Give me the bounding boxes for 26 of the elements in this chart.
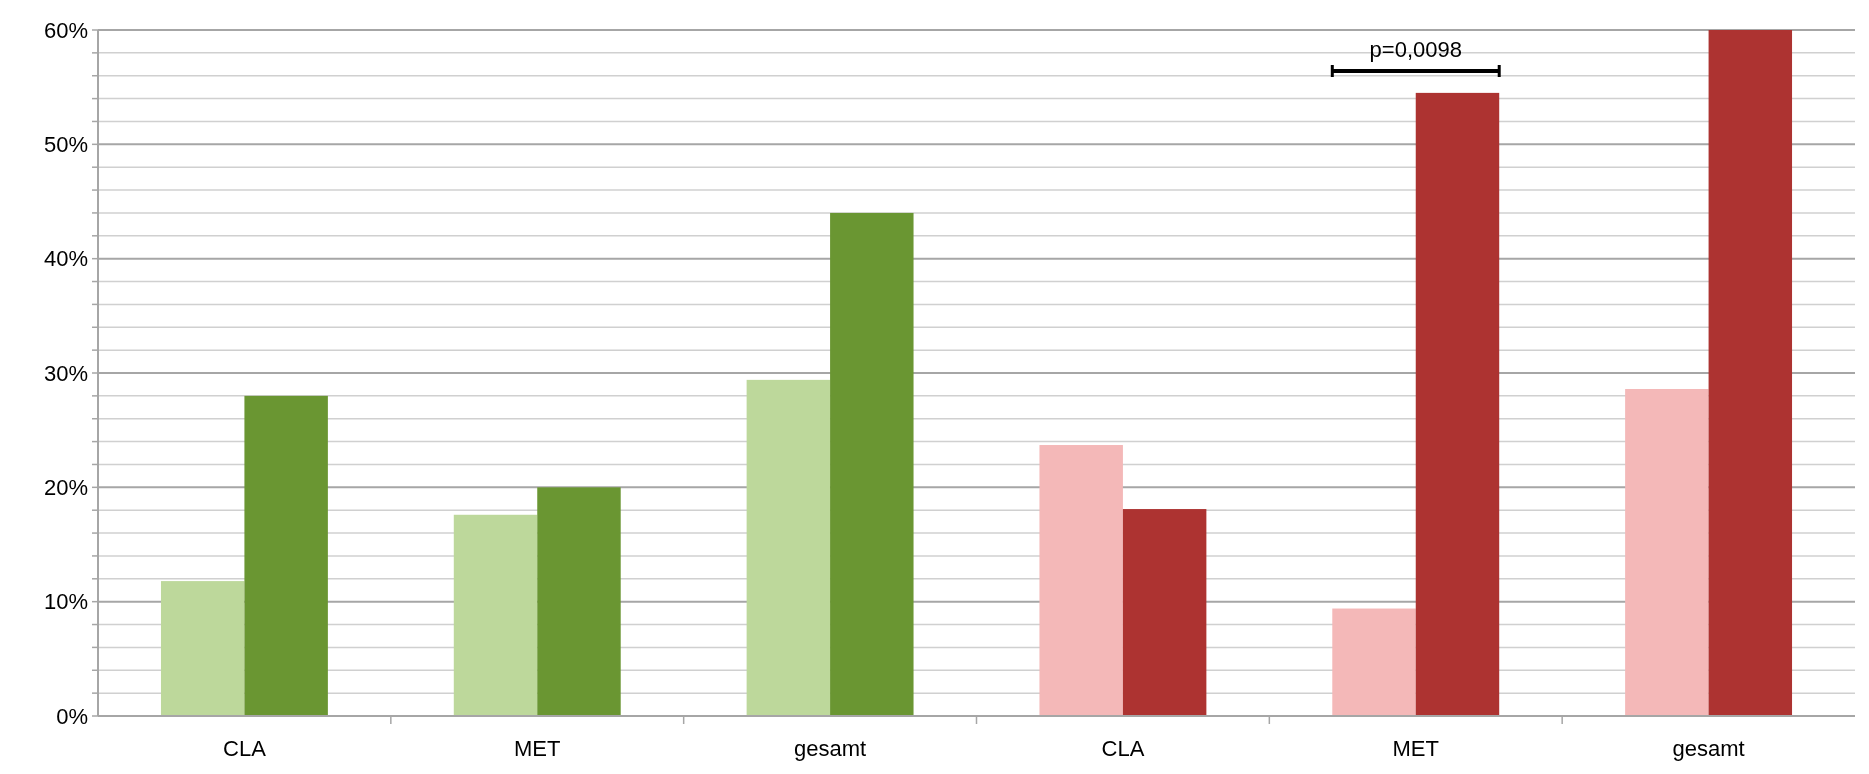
bar xyxy=(830,212,914,716)
x-tick-label: gesamt xyxy=(1672,736,1745,761)
x-tick-label: MET xyxy=(514,736,561,761)
bar xyxy=(453,514,538,716)
x-tick-label: CLA xyxy=(1101,736,1145,761)
y-tick-label: 0% xyxy=(56,703,88,729)
bar xyxy=(1625,389,1709,716)
bar xyxy=(537,487,621,716)
y-tick-label: 60% xyxy=(43,17,88,43)
bar xyxy=(1415,92,1500,716)
annotation: p=0,0098 xyxy=(1369,37,1462,62)
y-tick-label: 10% xyxy=(43,589,88,615)
x-tick-label: CLA xyxy=(223,736,267,761)
y-tick-label: 20% xyxy=(43,475,88,501)
x-tick-label: MET xyxy=(1392,736,1439,761)
y-tick-label: 30% xyxy=(43,360,88,386)
bar xyxy=(244,395,328,716)
y-tick-label: 50% xyxy=(43,132,88,158)
bar xyxy=(1039,445,1123,716)
bar xyxy=(746,379,831,716)
bar xyxy=(1708,30,1793,716)
y-tick-label: 40% xyxy=(43,246,88,272)
bar xyxy=(1332,608,1416,716)
bar xyxy=(160,581,245,716)
x-tick-label: gesamt xyxy=(794,736,867,761)
bar xyxy=(1122,509,1207,716)
